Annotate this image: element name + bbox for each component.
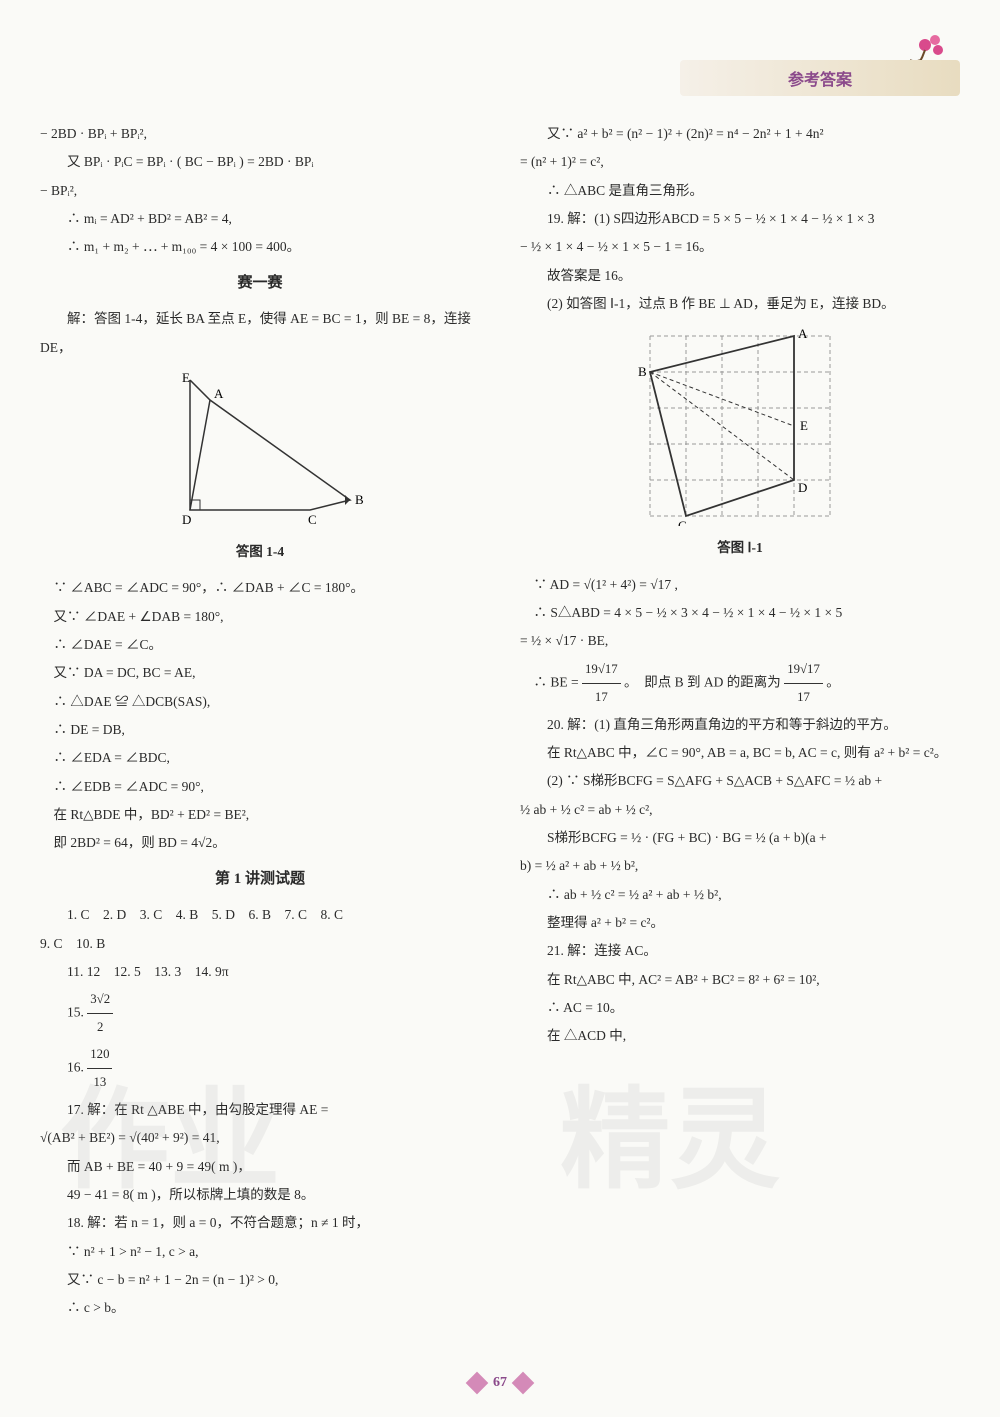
svg-text:E: E bbox=[182, 370, 190, 385]
svg-text:B: B bbox=[355, 492, 364, 507]
content-columns: − 2BD · BPᵢ + BPᵢ², 又 BPᵢ · PᵢC = BPᵢ · … bbox=[40, 120, 960, 1323]
svg-text:D: D bbox=[798, 480, 807, 495]
result-mid: 。 即点 B 到 AD 的距离为 bbox=[624, 674, 784, 689]
denominator: 13 bbox=[87, 1069, 112, 1096]
figure-i-1-caption: 答图 Ⅰ-1 bbox=[520, 534, 960, 562]
denominator: 17 bbox=[582, 684, 621, 711]
proof-line: 在 Rt△BDE 中，BD² + ED² = BE², bbox=[40, 801, 480, 829]
proof-line: ∴ ∠EDB = ∠ADC = 90°, bbox=[40, 773, 480, 801]
q20-line: b) = ½ a² + ab + ½ b², bbox=[520, 852, 960, 880]
proof-line: ∴ △DAE ≌ △DCB(SAS), bbox=[40, 688, 480, 716]
fraction: 12013 bbox=[87, 1041, 112, 1096]
figure-1-4-caption: 答图 1-4 bbox=[40, 538, 480, 566]
numerator: 19√17 bbox=[582, 656, 621, 684]
contest-intro: 解：答图 1-4，延长 BA 至点 E，使得 AE = BC = 1，则 BE … bbox=[40, 305, 480, 362]
q20-line: (2) ∵ S梯形BCFG = S△AFG + S△ACB + S△AFC = … bbox=[520, 767, 960, 795]
q20-line: ∴ ab + ½ c² = ½ a² + ab + ½ b², bbox=[520, 881, 960, 909]
figure-1-4: E A B C D bbox=[40, 370, 480, 530]
svg-text:E: E bbox=[800, 418, 808, 433]
q20-line: S梯形BCFG = ½ · (FG + BC) · BG = ½ (a + b)… bbox=[520, 824, 960, 852]
text-line: ∴ mᵢ = AD² + BD² = AB² = 4, bbox=[40, 205, 480, 233]
numerator: 3√2 bbox=[87, 986, 113, 1014]
fraction: 3√22 bbox=[87, 986, 113, 1041]
page: 参考答案 作业 精灵 − 2BD · BPᵢ + BPᵢ², 又 BPᵢ · P… bbox=[0, 0, 1000, 1417]
q19-line: 故答案是 16。 bbox=[520, 262, 960, 290]
q19-line: 19. 解：(1) S四边形ABCD = 5 × 5 − ½ × 1 × 4 −… bbox=[520, 205, 960, 233]
q20-line: 20. 解：(1) 直角三角形两直角边的平方和等于斜边的平方。 bbox=[520, 711, 960, 739]
numerator: 19√17 bbox=[784, 656, 823, 684]
svg-text:C: C bbox=[308, 512, 317, 527]
answer-row: 15. 3√22 bbox=[40, 986, 480, 1041]
left-column: − 2BD · BPᵢ + BPᵢ², 又 BPᵢ · PᵢC = BPᵢ · … bbox=[40, 120, 490, 1323]
q17-line: 49 − 41 = 8( m )，所以标牌上填的数是 8。 bbox=[40, 1181, 480, 1209]
q21-line: 21. 解：连接 AC。 bbox=[520, 937, 960, 965]
q19-calc: ∵ AD = √(1² + 4²) = √17 , bbox=[520, 571, 960, 599]
numerator: 120 bbox=[87, 1041, 112, 1069]
q20-line: 在 Rt△ABC 中，∠C = 90°, AB = a, BC = b, AC … bbox=[520, 739, 960, 767]
denominator: 2 bbox=[87, 1014, 113, 1041]
text-line: − 2BD · BPᵢ + BPᵢ², bbox=[40, 120, 480, 148]
right-column: 又∵ a² + b² = (n² − 1)² + (2n)² = n⁴ − 2n… bbox=[510, 120, 960, 1323]
svg-text:C: C bbox=[678, 518, 687, 526]
figure-i-1: A B E D C bbox=[520, 326, 960, 526]
q19-calc: = ½ × √17 · BE, bbox=[520, 627, 960, 655]
q19-calc: ∴ S△ABD = 4 × 5 − ½ × 3 × 4 − ½ × 1 × 4 … bbox=[520, 599, 960, 627]
q21-line: 在 Rt△ABC 中, AC² = AB² + BC² = 8² + 6² = … bbox=[520, 966, 960, 994]
header-banner: 参考答案 bbox=[680, 60, 960, 96]
q18-line: 18. 解：若 n = 1，则 a = 0，不符合题意；n ≠ 1 时， bbox=[40, 1209, 480, 1237]
denominator: 17 bbox=[784, 684, 823, 711]
svg-text:A: A bbox=[214, 386, 224, 401]
q18-line: ∴ c > b。 bbox=[40, 1294, 480, 1322]
answer-row: 16. 12013 bbox=[40, 1041, 480, 1096]
svg-text:B: B bbox=[638, 364, 647, 379]
answer-row: 11. 12 12. 5 13. 3 14. 9π bbox=[40, 958, 480, 986]
text-line: ∴ m₁ + m₂ + ⋯ + m₁₀₀ = 4 × 100 = 400。 bbox=[40, 233, 480, 261]
page-number-value: 67 bbox=[493, 1375, 507, 1391]
header-title: 参考答案 bbox=[788, 66, 852, 90]
proof-line: ∴ DE = DB, bbox=[40, 716, 480, 744]
page-number: 67 bbox=[460, 1369, 540, 1397]
text-line: 又 BPᵢ · PᵢC = BPᵢ · ( BC − BPᵢ ) = 2BD ·… bbox=[40, 148, 480, 176]
proof-line: 即 2BD² = 64，则 BD = 4√2。 bbox=[40, 829, 480, 857]
q17-line: √(AB² + BE²) = √(40² + 9²) = 41, bbox=[40, 1124, 480, 1152]
q21-line: 在 △ACD 中, bbox=[520, 1022, 960, 1050]
q18-line: 又∵ c − b = n² + 1 − 2n = (n − 1)² > 0, bbox=[40, 1266, 480, 1294]
q17-line: 而 AB + BE = 40 + 9 = 49( m )， bbox=[40, 1153, 480, 1181]
svg-text:A: A bbox=[798, 326, 808, 341]
q19-line: − ½ × 1 × 4 − ½ × 1 × 5 − 1 = 16。 bbox=[520, 233, 960, 261]
text-line: ∴ △ABC 是直角三角形。 bbox=[520, 177, 960, 205]
contest-title: 赛一赛 bbox=[40, 268, 480, 300]
q18-line: ∵ n² + 1 > n² − 1, c > a, bbox=[40, 1238, 480, 1266]
proof-line: ∴ ∠DAE = ∠C。 bbox=[40, 631, 480, 659]
q21-line: ∴ AC = 10。 bbox=[520, 994, 960, 1022]
fraction: 19√1717 bbox=[582, 656, 621, 711]
q20-line: 整理得 a² + b² = c²。 bbox=[520, 909, 960, 937]
proof-line: 又∵ ∠DAE + ∠DAB = 180°, bbox=[40, 603, 480, 631]
q19-result: ∴ BE = 19√1717 。 即点 B 到 AD 的距离为 19√1717 … bbox=[520, 656, 960, 711]
answer-row: 9. C 10. B bbox=[40, 930, 480, 958]
result-prefix: ∴ BE = bbox=[520, 674, 582, 689]
svg-text:D: D bbox=[182, 512, 191, 527]
text-line: 又∵ a² + b² = (n² − 1)² + (2n)² = n⁴ − 2n… bbox=[520, 120, 960, 148]
text-line: = (n² + 1)² = c², bbox=[520, 148, 960, 176]
fraction: 19√1717 bbox=[784, 656, 823, 711]
proof-line: ∴ ∠EDA = ∠BDC, bbox=[40, 744, 480, 772]
q17-line: 17. 解：在 Rt △ABE 中，由勾股定理得 AE = bbox=[40, 1096, 480, 1124]
q19-line: (2) 如答图 Ⅰ-1，过点 B 作 BE ⊥ AD，垂足为 E，连接 BD。 bbox=[520, 290, 960, 318]
proof-line: 又∵ DA = DC, BC = AE, bbox=[40, 659, 480, 687]
q20-line: ½ ab + ½ c² = ab + ½ c², bbox=[520, 796, 960, 824]
answer-prefix: 16. bbox=[40, 1060, 87, 1075]
text-line: − BPᵢ², bbox=[40, 177, 480, 205]
answer-prefix: 15. bbox=[40, 1005, 87, 1020]
test-title: 第 1 讲测试题 bbox=[40, 864, 480, 896]
answer-row: 1. C 2. D 3. C 4. B 5. D 6. B 7. C 8. C bbox=[40, 901, 480, 929]
proof-line: ∵ ∠ABC = ∠ADC = 90°，∴ ∠DAB + ∠C = 180°。 bbox=[40, 574, 480, 602]
result-suffix: 。 bbox=[826, 674, 840, 689]
